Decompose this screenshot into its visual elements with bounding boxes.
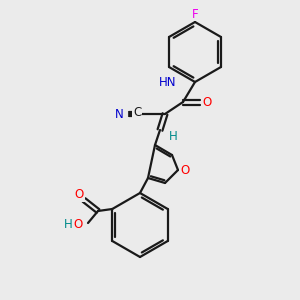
Text: H: H	[64, 218, 72, 232]
Text: O: O	[74, 218, 82, 232]
Text: O: O	[202, 95, 211, 109]
Text: H: H	[169, 130, 177, 143]
Text: C: C	[133, 106, 141, 119]
Text: N: N	[115, 107, 123, 121]
Text: O: O	[74, 188, 84, 202]
Text: HN: HN	[159, 76, 177, 88]
Text: F: F	[192, 8, 198, 20]
Text: O: O	[180, 164, 190, 176]
